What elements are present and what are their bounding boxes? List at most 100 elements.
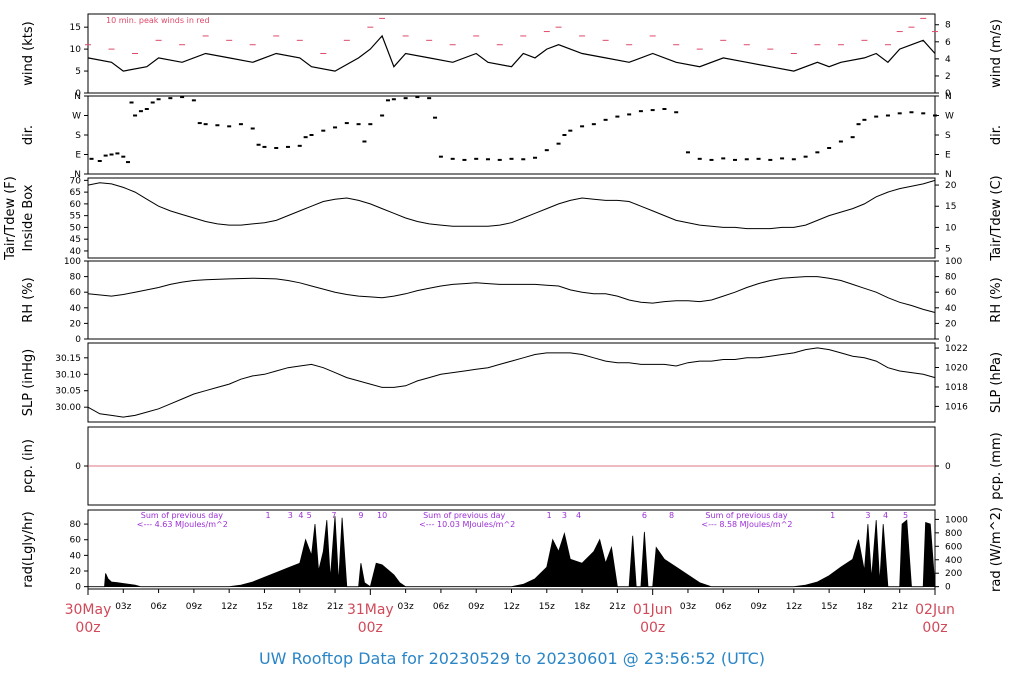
- dir-point: [309, 134, 314, 136]
- dir-point: [133, 114, 138, 117]
- rad-hour-mark: 9: [358, 511, 363, 520]
- dir-point: [803, 155, 808, 158]
- x-date-hour: 00z: [358, 620, 383, 636]
- dir-point: [125, 161, 130, 164]
- wind-series-line: [87, 34, 936, 72]
- rad-sum-value: <--- 8.58 MJoules/m^2: [701, 520, 792, 529]
- rad-sum-label: Sum of previous day: [705, 511, 787, 520]
- rad-sum-value: <--- 10.03 MJoules/m^2: [419, 520, 515, 529]
- wind-left-tick-label: 5: [75, 67, 81, 77]
- dir-point: [709, 158, 714, 161]
- dir-point: [97, 160, 102, 162]
- dir-point: [921, 112, 926, 115]
- pcp-left-tick-label: 0: [75, 462, 81, 472]
- slp-left-tick-label: 30.00: [55, 403, 81, 413]
- temp-left-tick-label: 50: [70, 223, 82, 233]
- rh-left-tick-label: 80: [70, 273, 82, 283]
- dir-point: [568, 129, 573, 132]
- rad-hour-mark: 4: [883, 511, 888, 520]
- dir-point: [356, 123, 361, 126]
- dir-point: [815, 151, 820, 154]
- slp-panel: 30.00 30.05 30.10 30.15 1016 1018 1020 1022 SLP …: [21, 342, 1004, 423]
- dir-point: [380, 114, 385, 117]
- slp-right-tick-label: 1020: [945, 363, 968, 373]
- rad-ylabel-left: rad(Lgly/hr): [21, 511, 36, 587]
- temp-line: [87, 179, 936, 230]
- dir-point: [697, 157, 702, 160]
- x-tick-label: 18z: [856, 602, 872, 612]
- rad-hour-mark: 5: [903, 511, 908, 520]
- rh-ylabel-left: RH (%): [21, 277, 36, 322]
- dir-point: [89, 157, 94, 160]
- rad-right-tick-label: 600: [945, 542, 962, 552]
- dir-right-tick-label: N: [945, 92, 952, 102]
- rad-hour-mark: 3: [288, 511, 293, 520]
- dir-point: [215, 124, 220, 127]
- wind-ylabel-left: wind (kts): [21, 21, 36, 85]
- temp-left-tick-label: 45: [70, 235, 81, 245]
- pcp-ylabel-right: pcp. (mm): [989, 432, 1004, 499]
- dir-point: [780, 157, 785, 160]
- x-tick-label: 03z: [680, 602, 696, 612]
- dir-point: [650, 109, 655, 112]
- slp-line: [87, 347, 936, 418]
- temp-ylabel-right: Tair/Tdew (C): [989, 175, 1004, 261]
- rh-right-tick-label: 20: [945, 319, 957, 329]
- temp-ylabel-left-1: Tair/Tdew (F): [3, 176, 18, 261]
- dir-point: [403, 97, 408, 100]
- wind-left-tick-label: 10: [70, 45, 82, 55]
- rh-frame: [87, 260, 936, 340]
- temp-right-tick-label: 5: [945, 245, 951, 255]
- dir-point: [168, 97, 173, 100]
- dir-point: [580, 125, 585, 128]
- dir-point: [662, 108, 667, 110]
- dir-point: [909, 111, 914, 114]
- rh-left-tick-label: 40: [70, 304, 82, 314]
- rh-line: [87, 276, 936, 313]
- temp-right-tick-label: 20: [945, 181, 957, 191]
- dir-point: [333, 126, 338, 129]
- slp-right-tick-label: 1022: [945, 344, 968, 354]
- rad-hour-mark: 4: [576, 511, 581, 520]
- dir-point: [591, 123, 596, 126]
- dir-point: [285, 145, 290, 148]
- dir-point: [262, 145, 267, 148]
- wind-panel: 0 5 10 15 0 2 4 6 8 wind (kts) wind (m/s) 10 min. p…: [21, 13, 1004, 99]
- rad-left-tick-label: 0: [75, 583, 81, 593]
- slp-ylabel-left: SLP (inHg): [21, 349, 36, 417]
- rad-right-tick-label: 1000: [945, 515, 968, 525]
- rad-hour-mark: 3: [865, 511, 870, 520]
- temp-left-tick-label: 55: [70, 212, 81, 222]
- dir-point: [733, 158, 738, 161]
- rad-left-tick-label: 20: [70, 567, 82, 577]
- x-tick-label: 06z: [433, 602, 449, 612]
- x-date-day: 02Jun: [915, 602, 955, 618]
- dir-right-tick-label: N: [945, 170, 952, 180]
- rh-panel: 0 20 40 60 80 100 0 20 40 60 80 100 RH (%) RH (%): [21, 257, 1004, 345]
- dir-point: [485, 158, 490, 161]
- rad-hour-mark: 3: [562, 511, 567, 520]
- dir-point: [768, 158, 773, 161]
- x-tick-label: 18z: [574, 602, 590, 612]
- slp-frame: [87, 342, 936, 423]
- x-tick-label: 09z: [468, 602, 484, 612]
- x-tick-label: 15z: [539, 602, 555, 612]
- rad-area: [87, 516, 936, 588]
- dir-left-tick-label: N: [74, 92, 81, 102]
- pcp-right-tick-label: 0: [945, 462, 951, 472]
- dir-frame: [87, 95, 936, 175]
- dir-point: [238, 123, 243, 126]
- dir-point: [156, 98, 161, 101]
- dir-left-tick-label: E: [75, 151, 81, 161]
- dir-point: [256, 143, 261, 146]
- dir-point: [180, 96, 185, 99]
- dir-point: [874, 115, 879, 118]
- rad-left-tick-label: 40: [70, 551, 82, 561]
- x-date-day: 30May: [65, 602, 112, 618]
- rad-sum-value: <--- 4.63 MJoules/m^2: [137, 520, 228, 529]
- rh-left-tick-label: 100: [64, 257, 81, 267]
- wind-left-tick-label: 15: [70, 23, 81, 33]
- dir-point: [744, 158, 749, 161]
- slp-ylabel-right: SLP (hPa): [989, 352, 1004, 413]
